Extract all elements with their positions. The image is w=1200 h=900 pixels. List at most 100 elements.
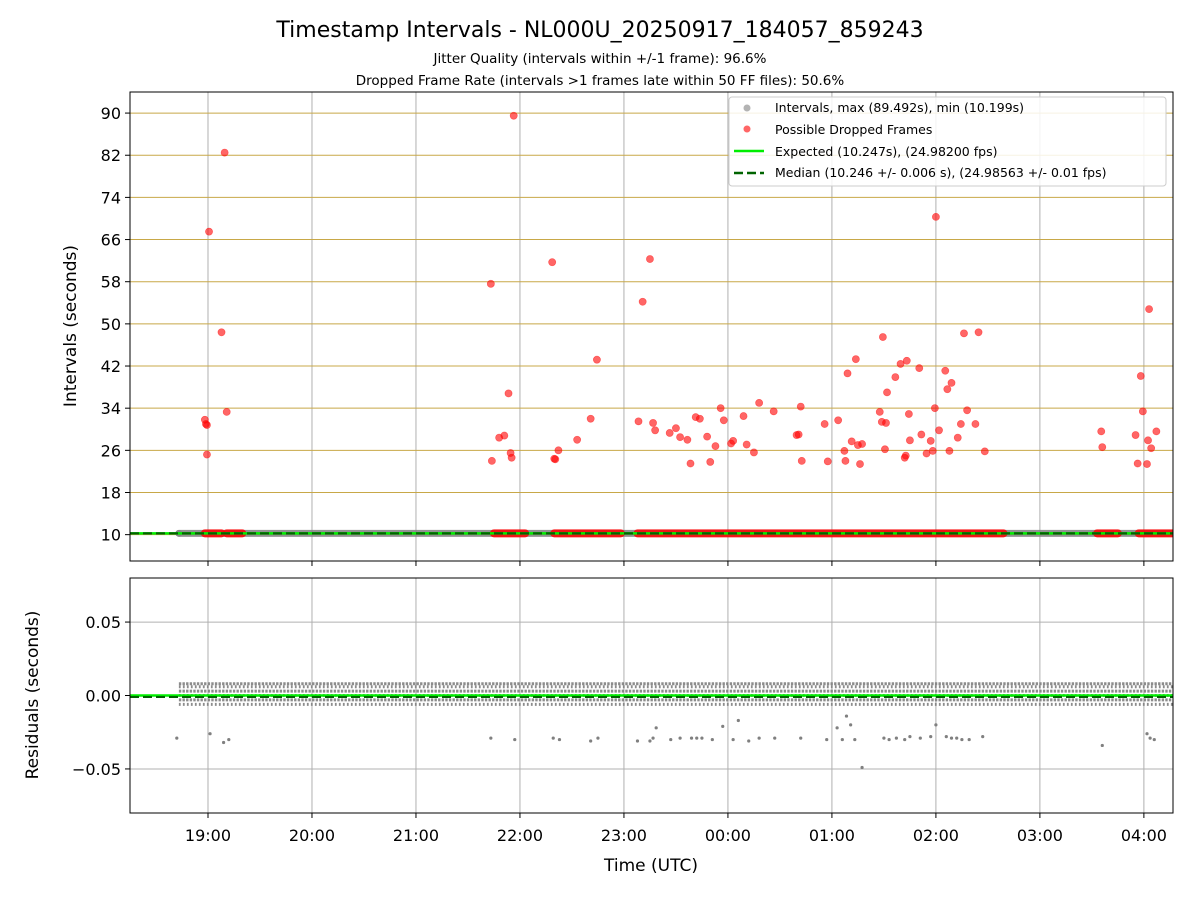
- dropped-frame-point: [974, 328, 983, 337]
- residuals-y-tick-label: 0.00: [85, 687, 121, 706]
- dropped-frame-point: [856, 460, 864, 468]
- intervals-y-tick-label: 90: [101, 104, 121, 123]
- residual-outlier-point: [689, 736, 694, 740]
- intervals-y-tick-label: 42: [101, 357, 121, 376]
- x-tick-label: 22:00: [497, 826, 543, 845]
- x-tick-label: 01:00: [809, 826, 855, 845]
- residuals-y-ticks: 0.05 0.00 −0.05: [72, 613, 130, 779]
- residual-outlier-point: [860, 765, 864, 770]
- dropped-frame-point: [750, 448, 758, 457]
- dropped-frame-point: [686, 459, 695, 468]
- residual-outlier-point: [882, 736, 886, 740]
- dropped-frame-point: [932, 212, 940, 221]
- residual-outlier-point: [208, 732, 212, 736]
- residuals-y-tick-label: 0.05: [85, 613, 121, 632]
- residual-outlier-point: [853, 737, 857, 742]
- dropped-frame-point: [742, 440, 751, 449]
- dropped-frame-point: [1152, 427, 1161, 436]
- residual-outlier-point: [903, 737, 907, 742]
- residual-outlier-point: [654, 726, 658, 730]
- dropped-frame-point: [906, 436, 914, 445]
- residual-outlier-point: [695, 736, 699, 740]
- x-tick-label: 19:00: [185, 826, 231, 845]
- chart-title: Timestamp Intervals - NL000U_20250917_18…: [275, 18, 923, 43]
- x-tick-label: 02:00: [913, 826, 959, 845]
- dropped-frame-point: [649, 419, 657, 427]
- dropped-frame-point: [1138, 407, 1147, 416]
- residual-outlier-point: [981, 735, 985, 739]
- dropped-frame-point: [203, 421, 211, 429]
- x-tick-label: 21:00: [393, 826, 439, 845]
- dropped-frame-point: [716, 404, 725, 413]
- residual-outlier-point: [700, 736, 704, 740]
- dropped-frame-point: [500, 431, 509, 440]
- residual-outlier-point: [489, 736, 493, 740]
- intervals-y-tick-label: 82: [101, 146, 121, 165]
- dropped-frame-point: [875, 407, 884, 416]
- dropped-frame-point: [1144, 436, 1152, 445]
- dropped-frame-point: [220, 148, 229, 157]
- dropped-frame-point: [554, 446, 563, 455]
- legend-box: [728, 96, 1167, 187]
- dropped-frame-point: [930, 404, 939, 413]
- residuals-data: [130, 682, 1173, 770]
- dropped-frame-point: [896, 360, 905, 368]
- intervals-y-tick-label: 50: [101, 315, 121, 334]
- dropped-frame-point: [706, 458, 715, 466]
- dropped-frame-point: [1133, 459, 1142, 468]
- residuals-y-axis-label: Residuals (seconds): [23, 611, 43, 780]
- dropped-frame-point: [593, 355, 601, 364]
- residual-outlier-point: [227, 737, 231, 742]
- residual-outlier-point: [967, 737, 971, 742]
- dropped-frame-point: [901, 451, 910, 460]
- dropped-frame-point: [883, 388, 891, 397]
- residual-outlier-point: [648, 739, 652, 743]
- residual-outlier-point: [944, 735, 948, 739]
- residual-outlier-point: [955, 736, 959, 740]
- intervals-y-tick-label: 66: [101, 231, 121, 250]
- dropped-frame-point: [651, 426, 660, 435]
- dropped-frame-point: [935, 426, 943, 435]
- dropped-frame-point: [1136, 372, 1145, 380]
- residual-outlier-point: [887, 737, 891, 742]
- dropped-frame-point: [915, 364, 924, 373]
- dropped-frame-point: [904, 410, 913, 418]
- residuals-x-ticks: 19:00 20:00 21:00 22:00 23:00 00:00 01:00 02:00…: [185, 813, 1167, 845]
- intervals-y-axis-label: Intervals (seconds): [61, 245, 81, 407]
- intervals-y-tick-label: 58: [101, 273, 121, 292]
- residual-outlier-point: [747, 739, 751, 743]
- legend-label-dropped: Possible Dropped Frames: [775, 122, 932, 137]
- dropped-frame-point: [878, 333, 887, 341]
- dropped-frame-point: [676, 433, 684, 442]
- residual-outlier-point: [1100, 743, 1104, 748]
- dropped-frame-point: [971, 420, 980, 428]
- residual-outlier-point: [678, 736, 682, 740]
- dropped-frame-point: [1143, 460, 1151, 468]
- legend: Intervals, max (89.492s), min (10.199s) …: [728, 96, 1167, 187]
- residual-outlier-point: [669, 737, 673, 742]
- dropped-frame-point: [487, 456, 496, 465]
- residual-outlier-point: [721, 724, 725, 728]
- residuals-y-tick-label: −0.05: [72, 760, 121, 779]
- dropped-frame-point: [711, 442, 720, 451]
- dropped-frame-point: [980, 447, 989, 456]
- legend-label-median: Median (10.246 +/- 0.006 s), (24.98563 +…: [775, 165, 1106, 180]
- residual-outlier-point: [710, 737, 714, 742]
- dropped-frame-point: [509, 111, 518, 120]
- dropped-frame-point: [729, 436, 738, 445]
- intervals-y-tick-label: 26: [101, 441, 121, 460]
- dropped-frame-point: [928, 446, 937, 455]
- residual-outlier-point: [731, 737, 735, 742]
- x-axis-label: Time (UTC): [603, 856, 698, 876]
- legend-marker-intervals: [743, 104, 751, 112]
- residual-outlier-point: [960, 737, 964, 742]
- residual-outlier-point: [849, 723, 853, 727]
- residual-outlier-point: [799, 736, 803, 740]
- residual-outlier-point: [221, 740, 226, 745]
- residual-outlier-point: [757, 736, 761, 740]
- residual-outlier-point: [736, 718, 740, 723]
- dropped-frame-point: [573, 435, 582, 444]
- dropped-frame-point: [797, 456, 806, 465]
- residuals-panel: 0.05 0.00 −0.05 19:00 20:00 21:00 22:00 23:00 0…: [23, 577, 1174, 876]
